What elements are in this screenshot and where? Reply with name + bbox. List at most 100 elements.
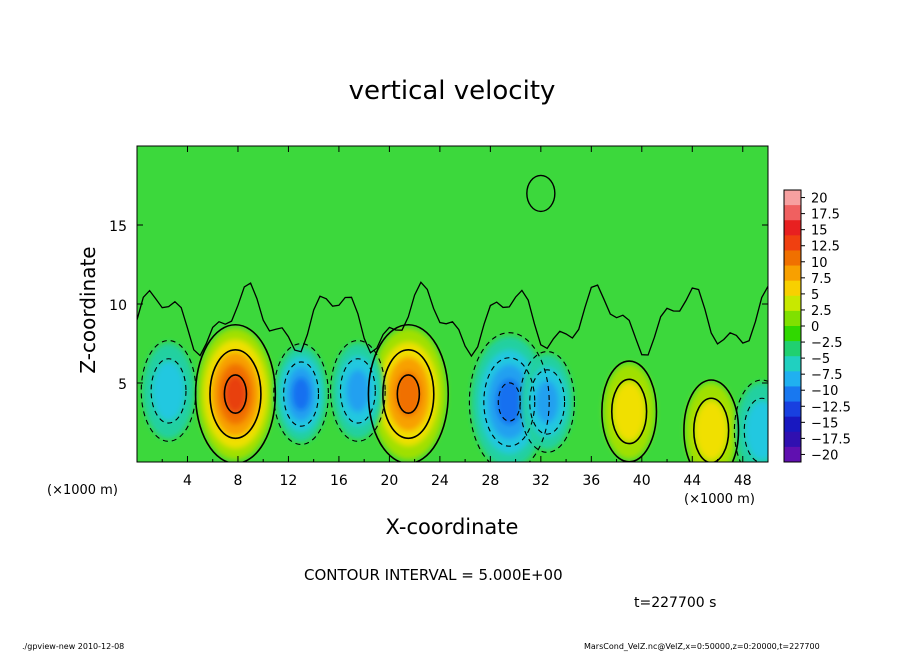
upper-contour (526, 174, 556, 213)
downdraft-level (496, 379, 523, 425)
colorbar-tick-label: −15 (811, 416, 838, 431)
y-axis-label: Z-coordinate (76, 246, 100, 374)
y-tick-label: 10 (109, 298, 127, 314)
colorbar-tick-label: 7.5 (811, 272, 832, 287)
downdraft-blob (521, 353, 574, 450)
colorbar-swatch (784, 265, 801, 282)
colorbar-tick-label: 20 (811, 192, 828, 207)
zero-contour (137, 281, 768, 358)
downdraft-blob (331, 342, 384, 439)
colorbar-tick-label: 12.5 (811, 240, 840, 255)
footer-right: MarsCond_VelZ.nc@VelZ,x=0:50000,z=0:2000… (584, 642, 820, 651)
updraft-contour (692, 397, 730, 462)
colorbar-swatch (784, 295, 801, 312)
downdraft-contour (519, 351, 576, 453)
updraft-contour (223, 374, 248, 414)
colorbar-swatch (784, 341, 801, 357)
x-tick-label: 20 (380, 473, 398, 489)
downdraft-contour (468, 332, 550, 462)
colorbar-swatch (784, 190, 801, 206)
updraft-blob (197, 328, 274, 461)
downdraft-contour (330, 339, 386, 442)
x-tick-label: 40 (633, 473, 651, 489)
y-tick-label: 15 (109, 219, 127, 235)
x-tick-label: 44 (683, 473, 701, 489)
downdraft-contour (283, 361, 320, 427)
colorbar-tick-label: −10 (811, 384, 838, 399)
colorbar-swatch (784, 235, 801, 251)
downdraft-contour (497, 382, 521, 422)
downdraft-level (745, 400, 768, 460)
chart-title: vertical velocity (348, 76, 556, 106)
colorbar-swatch (784, 280, 801, 297)
downdraft-contour (339, 358, 376, 424)
updraft-contour (610, 378, 648, 445)
colorbar-tick-label: 2.5 (811, 304, 832, 319)
downdraft-contour (150, 358, 187, 424)
colorbar-swatch (784, 326, 801, 342)
downdraft-level (346, 369, 370, 413)
updraft-level (395, 371, 422, 418)
updraft-level (613, 381, 646, 441)
colorbar-tick-label: −2.5 (811, 336, 843, 351)
x-tick-label: 28 (481, 473, 499, 489)
time-label: t=227700 s (634, 595, 717, 611)
colorbar-tick-label: −5 (811, 352, 830, 367)
colorbar-swatch (784, 401, 801, 418)
x-tick-label: 12 (280, 473, 298, 489)
contour-interval-label: CONTOUR INTERVAL = 5.000E+00 (304, 566, 563, 584)
x-tick-label: 16 (330, 473, 348, 489)
downdraft-blob (142, 342, 195, 439)
footer-left: ./gpview-new 2010-12-08 (22, 642, 125, 651)
downdraft-level (292, 377, 311, 411)
downdraft-blob (735, 382, 768, 462)
x-tick-label: 24 (431, 473, 449, 489)
colorbar-swatch (784, 416, 801, 433)
downdraft-contour (529, 369, 566, 435)
colorbar-swatch (784, 371, 801, 387)
x-tick-label: 4 (183, 473, 192, 489)
colorbar-swatch (784, 386, 801, 403)
downdraft-contour (743, 397, 768, 462)
colorbar-swatch (784, 446, 801, 463)
colorbar-tick-label: 10 (811, 256, 828, 271)
x-tick-label: 32 (532, 473, 550, 489)
colorbar-swatch (784, 431, 801, 448)
x-axis-label: X-coordinate (385, 515, 519, 539)
updraft-contour (683, 379, 740, 462)
updraft-contour (382, 349, 435, 440)
updraft-blob (370, 328, 447, 461)
updraft-level (224, 375, 247, 413)
updraft-contour (367, 323, 450, 462)
colorbar-tick-label: −12.5 (811, 400, 851, 415)
x-tick-label: 8 (233, 473, 242, 489)
colorbar-swatch (784, 310, 801, 327)
colorbar-tick-label: −17.5 (811, 432, 851, 447)
colorbar-tick-label: 5 (811, 288, 819, 303)
colorbar-swatch (784, 205, 801, 221)
downdraft-blob (275, 346, 328, 443)
updraft-contour (209, 349, 262, 440)
colorbar-tick-label: 17.5 (811, 208, 840, 223)
downdraft-contour (273, 343, 329, 446)
updraft-blob (603, 363, 656, 460)
colorbar-tick-label: −7.5 (811, 368, 843, 383)
updraft-contour (396, 374, 421, 414)
downdraft-contour (483, 357, 536, 447)
colorbar-swatch (784, 250, 801, 267)
downdraft-level (152, 361, 185, 421)
x-tick-label: 48 (734, 473, 752, 489)
x-unit-label-right: (×1000 m) (684, 492, 755, 507)
updraft-blob (685, 382, 738, 462)
updraft-level (695, 400, 728, 460)
x-tick-label: 36 (582, 473, 600, 489)
x-unit-label-left: (×1000 m) (47, 483, 118, 498)
colorbar-tick-label: 0 (811, 320, 819, 335)
colorbar-tick-label: −20 (811, 448, 838, 463)
colorbar-swatch (784, 356, 801, 372)
colorbar-swatch (784, 220, 801, 236)
y-tick-label: 5 (118, 377, 127, 393)
downdraft-level (535, 380, 559, 424)
colorbar-tick-label: 15 (811, 224, 828, 239)
